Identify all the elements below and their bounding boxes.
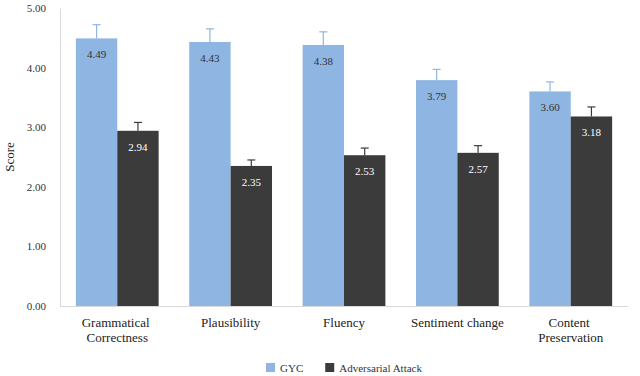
data-label: 3.18 <box>582 126 602 138</box>
y-tick-label: 1.00 <box>27 240 47 252</box>
legend-item: GYC <box>266 362 303 374</box>
bar <box>117 131 158 306</box>
chart: 0.00 1.00 2.00 3.00 4.00 5.00 Grammatical Corr… <box>0 0 640 376</box>
y-tick-label: 3.00 <box>27 121 47 133</box>
x-tick-label: Fluency <box>323 315 365 330</box>
y-tick-label: 0.00 <box>27 300 47 312</box>
y-axis: 0.00 1.00 2.00 3.00 4.00 5.00 <box>27 2 61 312</box>
error-bar-stem <box>477 146 478 153</box>
y-tick: 3.00 <box>27 121 60 133</box>
y-tick: 4.00 <box>27 62 60 74</box>
x-tick: Sentiment change <box>411 306 504 330</box>
error-bar <box>247 160 255 166</box>
error-bar <box>546 82 554 92</box>
series <box>117 107 612 306</box>
data-label: 2.94 <box>128 141 148 153</box>
bar <box>303 45 344 306</box>
y-tick: 1.00 <box>27 240 60 252</box>
legend-swatch <box>325 363 334 372</box>
data-label: 3.60 <box>540 101 560 113</box>
legend-label: Adversarial Attack <box>339 362 422 374</box>
error-bar-cap <box>247 159 255 160</box>
error-bar <box>319 32 327 45</box>
y-tick: 0.00 <box>27 300 60 312</box>
error-bar-cap <box>546 81 554 82</box>
legend: GYC Adversarial Attack <box>266 362 423 374</box>
bar <box>457 153 498 306</box>
y-tick-label: 2.00 <box>27 181 47 193</box>
data-label: 4.38 <box>314 55 334 67</box>
x-tick: Grammatical Correctness <box>82 306 153 345</box>
error-bar <box>206 29 214 42</box>
bar <box>344 155 385 306</box>
data-label: 3.79 <box>427 90 447 102</box>
data-label: 2.35 <box>242 176 262 188</box>
x-axis: Grammatical Correctness Plausibility Fluen… <box>61 306 629 345</box>
plot-area: 0.00 1.00 2.00 3.00 4.00 5.00 Grammatical Corr… <box>27 2 629 345</box>
error-bar-stem <box>323 32 324 45</box>
bar <box>416 80 457 306</box>
error-bar-cap <box>134 122 142 123</box>
error-bar-stem <box>436 69 437 80</box>
x-tick-label: Content Preservation <box>538 315 603 345</box>
y-tick-label: 5.00 <box>27 2 47 14</box>
data-label: 2.53 <box>355 165 375 177</box>
bar <box>571 116 612 306</box>
error-bar-stem <box>96 25 97 39</box>
y-tick: 5.00 <box>27 2 60 14</box>
error-bar <box>93 25 101 39</box>
legend-item: Adversarial Attack <box>325 362 422 374</box>
x-tick: Plausibility <box>201 306 261 330</box>
error-bar-stem <box>137 122 138 130</box>
data-label: 2.57 <box>468 163 488 175</box>
x-tick: Fluency <box>323 306 365 330</box>
error-bar-stem <box>364 148 365 155</box>
error-bar-stem <box>251 160 252 166</box>
error-bar-cap <box>587 106 595 107</box>
error-bar <box>474 146 482 153</box>
y-tick-label: 4.00 <box>27 62 47 74</box>
error-bar-cap <box>433 69 441 70</box>
error-bar-cap <box>206 28 214 29</box>
error-bar-cap <box>319 31 327 32</box>
bar <box>529 91 570 306</box>
error-bar-cap <box>361 147 369 148</box>
error-bar-stem <box>549 82 550 92</box>
bar <box>76 38 117 306</box>
error-bar <box>433 69 441 80</box>
bar <box>189 42 230 306</box>
error-bar <box>361 148 369 155</box>
bar <box>231 166 272 306</box>
bars <box>76 25 612 306</box>
y-axis-line <box>60 9 61 307</box>
series <box>76 25 571 306</box>
error-bar <box>587 107 595 117</box>
y-axis-title: Score <box>2 142 17 172</box>
legend-label: GYC <box>280 362 303 374</box>
error-bar-stem <box>209 29 210 42</box>
error-bar-stem <box>591 107 592 117</box>
error-bar-cap <box>93 24 101 25</box>
data-label: 4.49 <box>87 48 107 60</box>
data-label: 4.43 <box>200 52 220 64</box>
x-tick-label: Sentiment change <box>411 315 504 330</box>
error-bar-cap <box>474 145 482 146</box>
error-bar <box>134 122 142 130</box>
x-axis-line <box>61 306 629 307</box>
data-labels: 4.49 4.43 4.38 3.79 3.60 2.94 2.35 2.53 2.57 3.18 <box>87 48 602 188</box>
legend-swatch <box>266 363 275 372</box>
x-tick: Content Preservation <box>538 306 603 345</box>
y-tick: 2.00 <box>27 181 60 193</box>
x-tick-label: Plausibility <box>201 315 261 330</box>
x-tick-label: Grammatical Correctness <box>82 315 153 345</box>
